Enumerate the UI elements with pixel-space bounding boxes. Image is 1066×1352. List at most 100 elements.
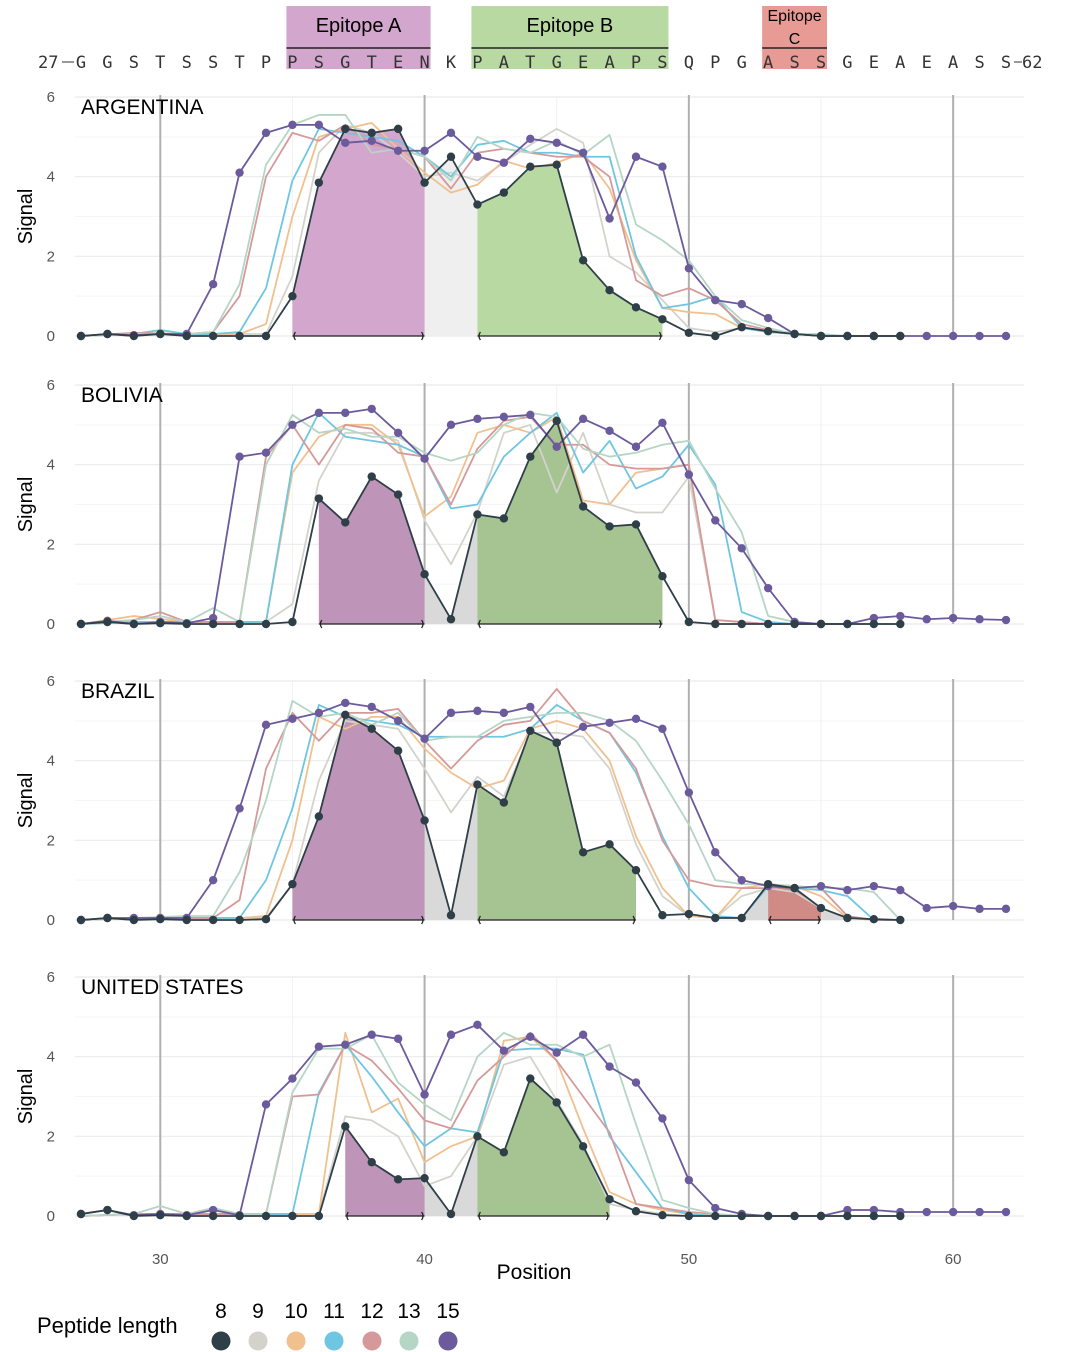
epitope-fill	[477, 164, 663, 336]
y-tick-label: 2	[47, 248, 55, 265]
point-15	[393, 716, 403, 726]
epitope-bracket	[477, 331, 663, 341]
sequence-residue: G	[76, 53, 86, 73]
point-8	[763, 879, 773, 889]
sequence-residue: K	[446, 53, 457, 73]
panel-title: UNITED STATES	[81, 976, 244, 999]
legend-key-label: 11	[323, 1300, 345, 1323]
point-15	[737, 299, 746, 309]
point-15	[367, 702, 376, 712]
point-15	[578, 722, 588, 732]
sequence-residue: S	[1001, 53, 1011, 73]
point-8	[208, 915, 218, 925]
point-8	[526, 452, 535, 461]
point-8	[869, 331, 879, 341]
point-8	[446, 152, 456, 161]
point-15	[711, 848, 720, 857]
point-15	[922, 903, 931, 913]
epitope-bracket	[292, 331, 425, 341]
point-15	[552, 1048, 561, 1057]
legend-entry: 9	[248, 1300, 268, 1351]
point-8	[208, 1211, 218, 1221]
point-15	[763, 313, 773, 323]
point-15	[922, 1207, 931, 1217]
point-8	[737, 619, 746, 629]
y-axis-label: Signal	[15, 773, 37, 829]
point-15	[684, 470, 694, 479]
point-15	[711, 295, 720, 305]
point-8	[552, 160, 561, 169]
sequence-residue: E	[393, 53, 403, 73]
point-8	[605, 1195, 614, 1204]
point-8	[235, 619, 244, 629]
epitope-header-0: Epitope A	[286, 6, 431, 69]
point-15	[975, 904, 984, 914]
point-8	[631, 866, 641, 875]
point-15	[763, 583, 773, 593]
point-15	[711, 1203, 720, 1213]
panel-united-states: 0 2 4 6 Signal UNITED STATES	[15, 969, 1024, 1225]
point-8	[684, 1211, 694, 1221]
point-15	[473, 1020, 482, 1029]
sequence-residue: A	[895, 53, 905, 73]
legend-key-swatch	[362, 1331, 382, 1351]
panel-title: BRAZIL	[81, 680, 155, 703]
point-8	[446, 615, 456, 624]
point-8	[658, 1211, 667, 1220]
point-8	[631, 520, 641, 529]
point-15	[341, 1040, 350, 1049]
point-15	[658, 162, 667, 171]
sequence-residue: S	[816, 53, 826, 73]
sequence-residue: A	[948, 53, 958, 73]
point-15	[975, 1207, 984, 1217]
y-tick-label: 4	[47, 169, 55, 186]
epitope-bracket	[477, 1211, 610, 1221]
legend-key-swatch	[438, 1331, 458, 1351]
legend-entry: 15	[436, 1300, 460, 1351]
point-15	[367, 136, 376, 146]
legend-key-label: 12	[360, 1300, 383, 1323]
point-8	[420, 816, 429, 825]
point-8	[790, 329, 799, 339]
point-8	[658, 911, 667, 920]
epitope-label: C	[789, 31, 801, 48]
point-15	[552, 442, 561, 451]
legend-key-swatch	[211, 1331, 231, 1351]
y-tick-label: 2	[47, 832, 55, 849]
point-15	[1001, 1207, 1011, 1217]
point-8	[473, 200, 482, 209]
point-8	[393, 746, 403, 755]
sequence-residue: G	[737, 53, 747, 73]
point-8	[314, 178, 324, 187]
legend-entry: 10	[284, 1300, 308, 1351]
y-tick-label: 6	[47, 969, 55, 986]
point-8	[578, 848, 588, 857]
point-8	[182, 1211, 191, 1221]
point-8	[737, 1211, 746, 1221]
point-8	[367, 128, 376, 138]
x-tick-label: 50	[681, 1251, 698, 1268]
point-15	[446, 1030, 456, 1039]
point-8	[843, 619, 852, 629]
point-8	[658, 315, 667, 324]
point-15	[631, 152, 641, 161]
legend-key-label: 10	[284, 1300, 307, 1323]
point-8	[869, 619, 879, 629]
point-8	[843, 1211, 852, 1221]
point-8	[103, 329, 112, 339]
point-8	[552, 738, 561, 747]
point-8	[235, 1211, 244, 1221]
y-tick-label: 2	[47, 1128, 55, 1145]
point-8	[129, 1211, 139, 1221]
point-8	[552, 1098, 561, 1107]
epitope-bracket	[292, 915, 425, 925]
series-line-15	[80, 702, 1006, 921]
point-15	[948, 613, 958, 623]
epitope-header-2: Epitope C	[762, 6, 827, 69]
point-8	[341, 124, 350, 134]
point-15	[922, 331, 931, 341]
point-15	[446, 128, 456, 138]
y-tick-label: 4	[47, 457, 55, 474]
x-tick-label: 60	[945, 1251, 962, 1268]
point-15	[658, 724, 667, 733]
